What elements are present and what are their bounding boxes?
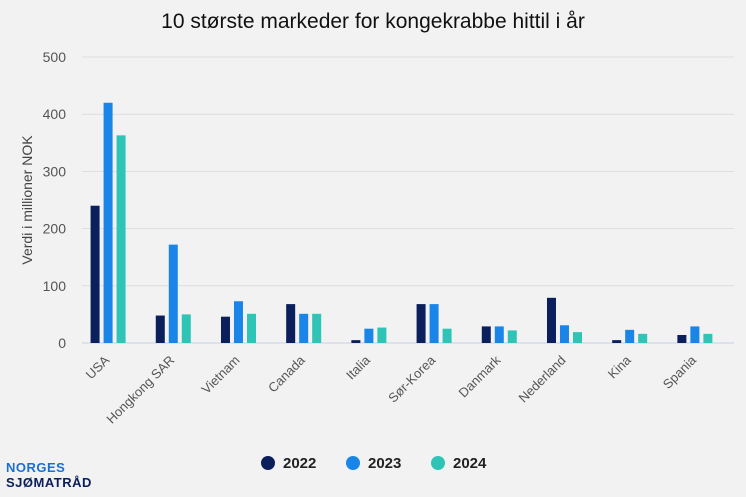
bar-2024-vietnam [246,313,256,343]
bar-2022-spania [677,334,687,343]
bar-2024-italia [377,327,387,343]
bar-2022-italia [351,340,361,343]
legend-label-2023: 2023 [368,455,401,472]
bar-2024-usa [116,135,126,343]
y-tick-label: 0 [58,335,66,351]
bar-2024-hongkong-sar [181,314,191,343]
bar-2024-danmark [507,330,517,343]
y-tick-label: 100 [43,278,67,294]
legend-marker-2023 [346,456,360,470]
y-tick-label: 200 [43,221,67,237]
x-tick-label: Spania [660,352,700,392]
x-tick-label: Vietnam [198,353,242,397]
logo-line2: SJØMATRÅD [6,475,92,490]
norges-sjomatrad-logo: NORGES SJØMATRÅD [6,460,92,490]
bar-2023-canada [299,313,309,343]
legend-marker-2024 [431,456,445,470]
bar-2024-kina [638,333,648,343]
bar-2024-sør-korea [442,328,452,343]
bars [90,102,713,343]
x-tick-label: Italia [343,352,374,383]
bar-2023-hongkong-sar [168,244,178,343]
x-tick-label: Hongkong SAR [103,353,177,427]
y-tick-label: 300 [43,163,67,179]
legend-marker-2022 [261,456,275,470]
x-tick-label: Danmark [455,352,503,400]
bar-2023-sør-korea [429,304,439,343]
x-tick-label: Nederland [516,353,569,406]
bar-2022-danmark [481,326,491,343]
bar-2022-kina [612,340,622,343]
x-tick-label: Canada [265,352,308,395]
bar-2022-canada [286,304,296,343]
logo-line1: NORGES [6,460,66,475]
legend-label-2022: 2022 [283,455,316,472]
y-tick-label: 400 [43,106,67,122]
grid: 0 100 200 300 400 500 [43,49,734,351]
bar-2023-usa [103,102,113,343]
legend-label-2024: 2024 [453,455,487,472]
bar-2022-usa [90,205,100,343]
x-tick-label: USA [83,352,113,382]
bar-2024-spania [703,333,713,343]
bar-2024-canada [312,313,322,343]
bar-2023-kina [625,329,635,343]
legend: 2022 2023 2024 [261,455,487,472]
chart-title: 10 største markeder for kongekrabbe hitt… [161,10,585,33]
bar-2022-sør-korea [416,304,426,343]
y-axis-label: Verdi i millioner NOK [19,135,35,265]
bar-2023-spania [690,326,700,343]
x-tick-label: Sør-Korea [385,352,439,406]
bar-2023-vietnam [233,301,243,343]
bar-2023-italia [364,328,374,343]
bar-2024-nederland [572,332,582,343]
bar-2022-nederland [546,297,556,343]
bar-2023-nederland [559,325,569,343]
bar-2023-danmark [494,326,504,343]
y-tick-label: 500 [43,49,67,65]
bar-2022-vietnam [220,316,230,343]
x-tick-label: Kina [605,352,635,382]
bar-2022-hongkong-sar [155,315,165,343]
